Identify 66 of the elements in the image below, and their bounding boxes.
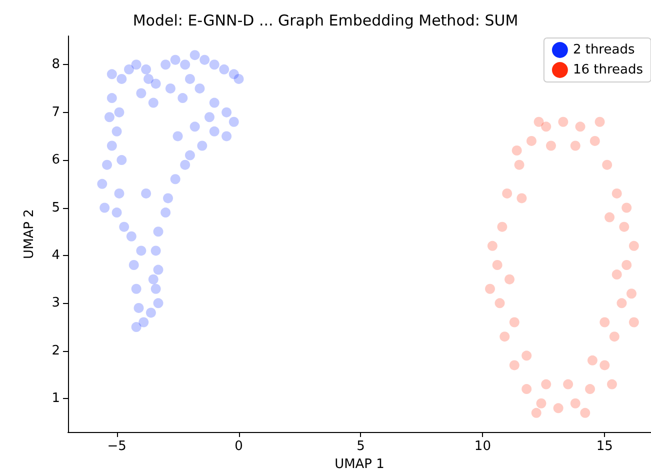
y-tick-label: 7 [52, 104, 60, 120]
point [546, 140, 556, 151]
point [570, 398, 580, 408]
point [514, 160, 524, 170]
point [553, 403, 564, 414]
point [509, 317, 520, 328]
x-tick-label: −5 [107, 439, 126, 454]
x-tick-label: 10 [474, 439, 491, 454]
point [516, 193, 527, 204]
point [628, 240, 639, 251]
point [531, 408, 542, 418]
point [500, 332, 510, 342]
point [485, 284, 496, 294]
point [585, 384, 596, 394]
point [558, 116, 568, 127]
point [587, 355, 598, 366]
point [487, 240, 498, 251]
y-tick-label: 8 [52, 57, 60, 72]
point [494, 298, 505, 308]
point [604, 212, 615, 222]
point [580, 408, 590, 418]
chart-title: Model: E-GNN-D ... Graph Embedding Method: SUM [132, 12, 518, 30]
point [612, 270, 622, 280]
x-tick-label: 0 [234, 439, 243, 454]
legend-label: 16 threads [572, 62, 644, 78]
point [492, 260, 502, 270]
point [626, 288, 636, 299]
x-tick-label: 15 [596, 439, 613, 454]
point [609, 332, 620, 342]
point [502, 188, 512, 198]
point [509, 360, 520, 370]
point [600, 360, 610, 370]
point [575, 122, 586, 132]
point [622, 260, 632, 270]
point [570, 140, 580, 151]
point [526, 136, 536, 146]
point [619, 222, 630, 232]
point [497, 222, 508, 232]
point [594, 116, 605, 127]
y-tick-label: 3 [52, 296, 60, 311]
point [522, 384, 532, 394]
point [602, 160, 612, 170]
point [534, 116, 544, 127]
y-tick-label: 2 [52, 343, 60, 358]
x-tick-label: 5 [356, 439, 365, 454]
y-tick-label: 1 [52, 391, 60, 406]
point [536, 398, 546, 408]
point [504, 274, 515, 284]
point [612, 188, 622, 198]
y-tick-label: 6 [52, 152, 60, 168]
x-axis-title: UMAP 1 [334, 457, 384, 472]
point [606, 379, 617, 390]
point [563, 379, 574, 390]
point [628, 317, 639, 328]
y-tick-label: 4 [52, 248, 60, 263]
point [522, 350, 532, 361]
y-axis-title: UMAP 2 [22, 209, 37, 259]
point [616, 298, 627, 308]
point [541, 122, 552, 132]
legend-label: 2 threads [572, 42, 635, 58]
point [600, 317, 610, 328]
point [541, 379, 552, 390]
point [512, 146, 522, 156]
y-tick-label: 5 [52, 200, 60, 216]
point [590, 136, 600, 146]
point [622, 202, 632, 213]
